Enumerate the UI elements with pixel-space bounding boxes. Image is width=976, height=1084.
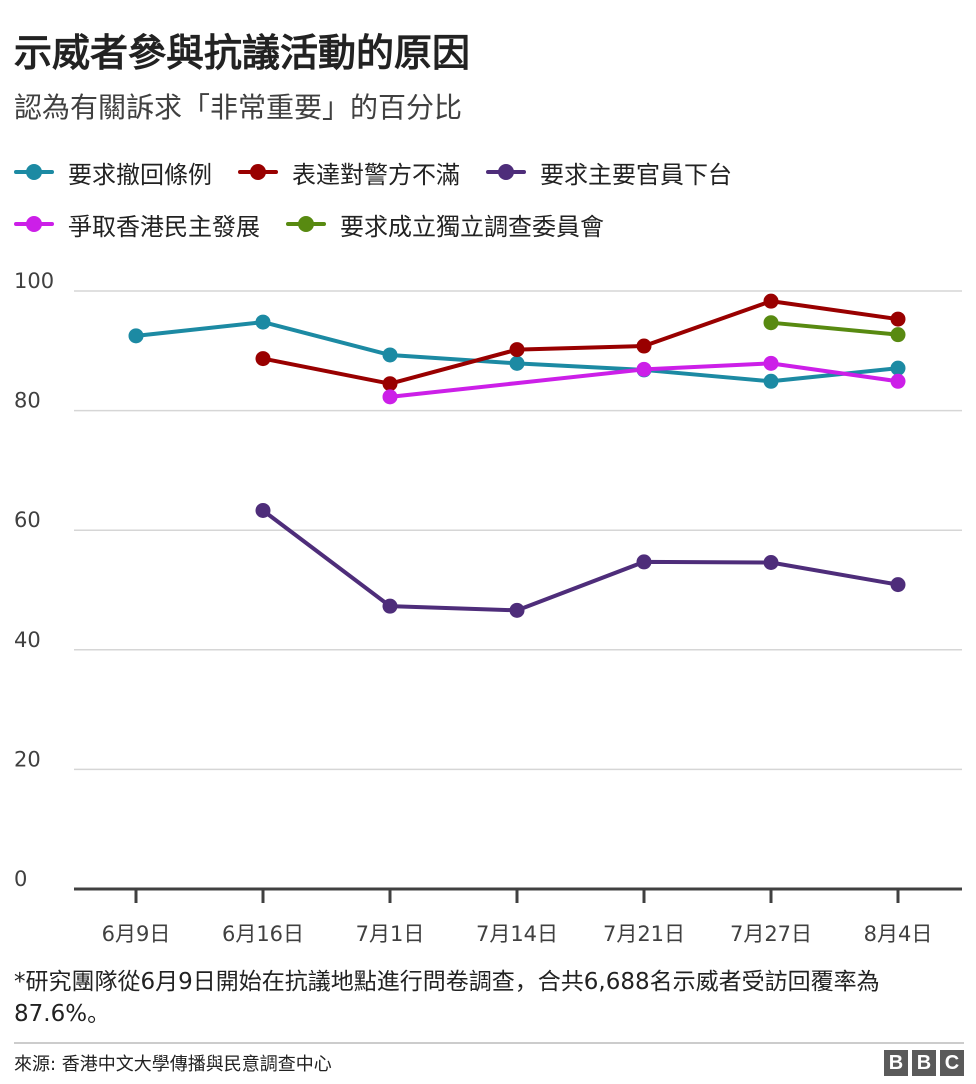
data-point (763, 373, 779, 389)
data-point (382, 598, 398, 614)
chart-subtitle: 認為有關訴求「非常重要」的百分比 (14, 91, 463, 124)
y-tick-label: 20 (14, 747, 41, 771)
series-要求主要官員下台 (255, 502, 906, 618)
chart-title: 示威者參與抗議活動的原因 (14, 31, 471, 75)
data-point (382, 376, 398, 392)
footer-divider (14, 1042, 964, 1044)
x-tick-label: 6月16日 (222, 922, 304, 946)
data-point (763, 554, 779, 570)
bbc-logo-letter: B (912, 1050, 936, 1076)
legend-swatch-icon (286, 214, 326, 234)
data-point (382, 347, 398, 363)
gridlines (74, 290, 962, 771)
data-point (255, 351, 271, 367)
data-point (763, 315, 779, 331)
x-axis: 6月9日 6月16日 7月1日 7月14日 7月21日 7月27日 8月4日 (74, 887, 962, 946)
bbc-logo-letter: C (940, 1050, 964, 1076)
line-chart: 0 20 40 60 80 100 6月9日 6月16日 7月1日 7月14日 7月21日 7月27… (14, 270, 962, 946)
legend-row-1: 要求撤回條例 表達對警方不滿 要求主要官員下台 (14, 146, 964, 198)
data-point (890, 373, 906, 389)
series-line (261, 299, 900, 386)
legend-row-2: 爭取香港民主發展 要求成立獨立調查委員會 (14, 198, 964, 250)
data-point (255, 502, 271, 518)
series-line (769, 320, 900, 337)
y-axis-tick-labels: 0 20 40 60 80 100 (14, 270, 54, 891)
legend-label: 要求成立獨立調查委員會 (340, 212, 604, 241)
bbc-logo-letter: B (884, 1050, 908, 1076)
series-line (388, 361, 900, 399)
legend-item-independent-inquiry: 要求成立獨立調查委員會 (286, 207, 604, 242)
data-point (890, 360, 906, 376)
data-point (255, 314, 271, 330)
x-tick-label: 7月1日 (356, 922, 425, 946)
data-point (382, 389, 398, 405)
x-tick-label: 7月14日 (476, 922, 558, 946)
footnote: *研究團隊從6月9日開始在抗議地點進行問卷調查，合共6,688名示威者受訪回覆率… (14, 969, 880, 1027)
data-point (636, 338, 652, 354)
series-爭取香港民主發展 (382, 355, 906, 405)
x-tick-label: 8月4日 (864, 922, 933, 946)
data-point (890, 311, 906, 327)
y-tick-label: 100 (14, 270, 54, 293)
y-tick-label: 80 (14, 389, 41, 413)
y-tick-label: 60 (14, 508, 41, 532)
y-tick-label: 0 (14, 867, 27, 891)
legend-item-democracy: 爭取香港民主發展 (14, 207, 260, 242)
legend-swatch-icon (14, 162, 54, 182)
legend-label: 爭取香港民主發展 (68, 212, 260, 241)
data-point (763, 355, 779, 371)
legend-label: 要求撤回條例 (68, 160, 212, 189)
legend-swatch-icon (238, 162, 278, 182)
legend: 要求撤回條例 表達對警方不滿 要求主要官員下台 爭取香港民主發展 要求成立獨 (14, 146, 964, 250)
legend-item-officials-step-down: 要求主要官員下台 (486, 155, 732, 190)
bbc-logo: B B C (884, 1050, 964, 1076)
series-group (128, 293, 906, 618)
data-point (890, 327, 906, 343)
legend-swatch-icon (486, 162, 526, 182)
y-tick-label: 40 (14, 628, 41, 652)
x-tick-label: 7月27日 (730, 922, 812, 946)
data-point (890, 577, 906, 593)
series-line (261, 508, 900, 613)
data-point (636, 361, 652, 377)
legend-label: 表達對警方不滿 (292, 160, 460, 189)
legend-item-withdraw-bill: 要求撤回條例 (14, 155, 212, 190)
legend-item-police-discontent: 表達對警方不滿 (238, 155, 460, 190)
data-point (509, 342, 525, 358)
legend-swatch-icon (14, 214, 54, 234)
data-point (509, 355, 525, 371)
series-要求成立獨立調查委員會 (763, 315, 906, 343)
source-note: 來源: 香港中文大學傳播與民意調查中心 (14, 1054, 332, 1075)
series-表達對警方不滿 (255, 293, 906, 392)
data-point (509, 602, 525, 618)
x-tick-label: 6月9日 (102, 922, 171, 946)
x-tick-label: 7月21日 (603, 922, 685, 946)
legend-label: 要求主要官員下台 (540, 160, 732, 189)
data-point (636, 554, 652, 570)
data-point (763, 293, 779, 309)
data-point (128, 328, 144, 344)
